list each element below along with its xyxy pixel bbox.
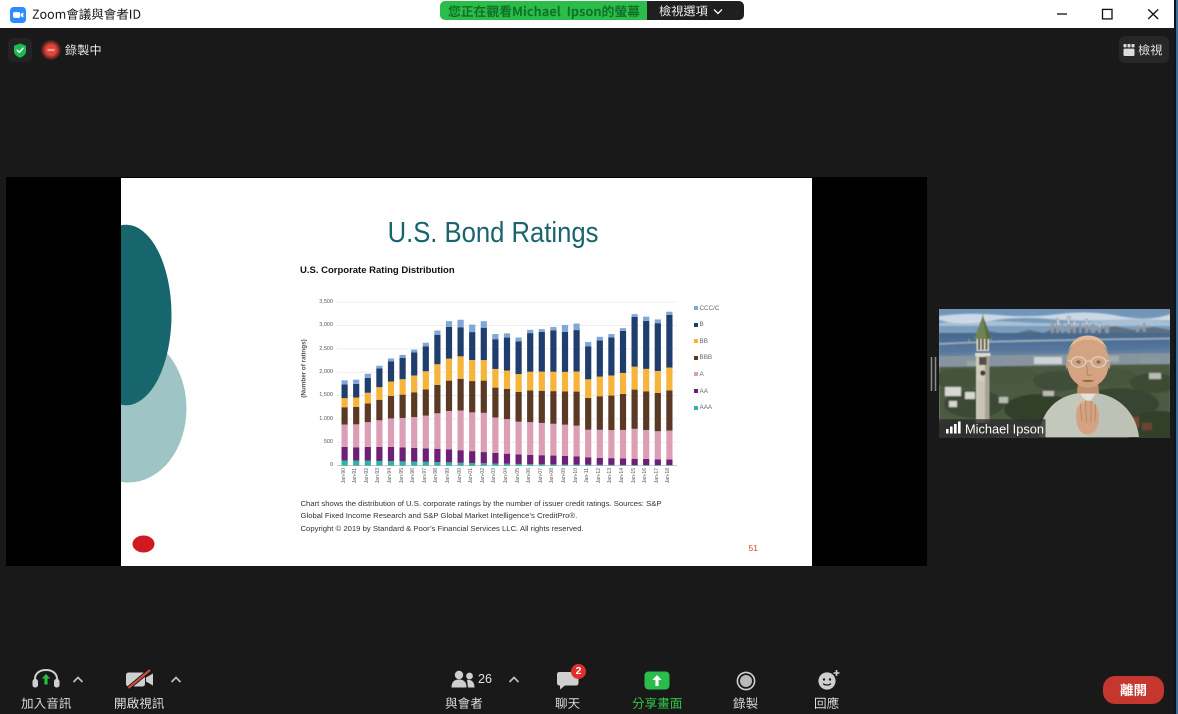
svg-text:Michael Ipson: Michael Ipson xyxy=(965,421,1044,436)
